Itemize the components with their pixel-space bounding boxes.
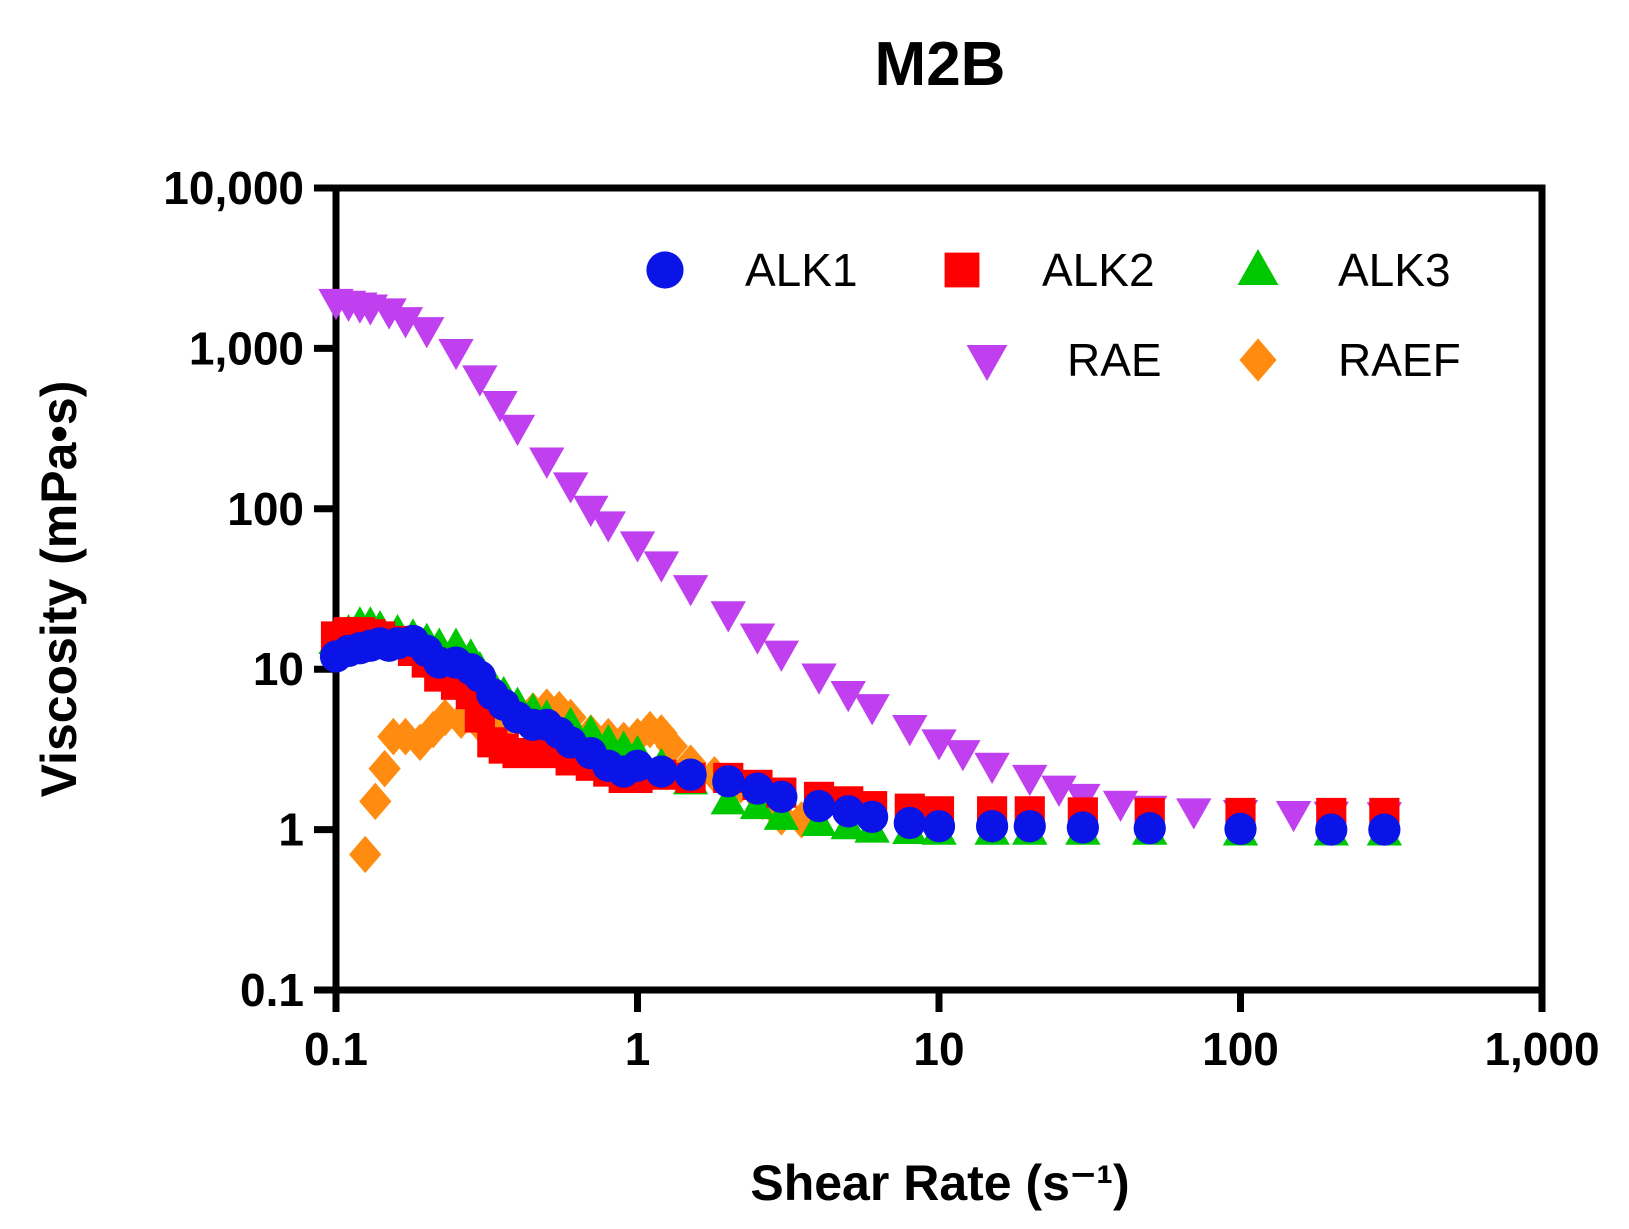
- legend-marker-raef: [1239, 338, 1277, 382]
- x-tick-label: 0.1: [304, 1023, 368, 1075]
- data-point-alk1: [1224, 812, 1257, 846]
- legend-item-raef: RAEF: [1239, 334, 1461, 386]
- data-point-rae: [1012, 764, 1048, 797]
- data-point-rae: [763, 640, 800, 672]
- data-point-alk1: [855, 800, 889, 834]
- data-point-alk1: [1368, 813, 1401, 846]
- data-point-rae: [974, 752, 1010, 784]
- data-point-raef: [359, 782, 392, 821]
- data-point-rae: [438, 338, 474, 371]
- data-point-raef: [655, 727, 688, 766]
- data-point-rae: [672, 575, 709, 607]
- data-point-rae: [892, 714, 928, 747]
- x-axis-label: Shear Rate (s⁻¹): [750, 1155, 1129, 1211]
- data-point-rae: [1275, 801, 1312, 833]
- data-point-rae: [552, 472, 589, 504]
- data-point-rae: [529, 447, 565, 479]
- legend-item-rae: RAE: [966, 334, 1162, 386]
- data-point-rae: [499, 414, 536, 446]
- data-point-alk1: [922, 810, 956, 843]
- chart-legend: ALK1 ALK2 ALK3 RAE RAEF: [646, 244, 1461, 386]
- y-tick-label: 1: [278, 804, 304, 856]
- data-point-rae: [409, 317, 445, 349]
- data-point-rae: [462, 365, 498, 397]
- y-tick-label: 10: [253, 643, 304, 695]
- data-point-alk1: [765, 780, 798, 813]
- x-tick-label: 10: [913, 1023, 964, 1075]
- legend-label: RAE: [1067, 334, 1162, 386]
- data-point-rae: [590, 511, 626, 543]
- data-point-alk1: [674, 758, 707, 791]
- data-point-alk1: [645, 755, 678, 788]
- data-point-alk3: [710, 783, 746, 815]
- data-point-rae: [1041, 775, 1077, 807]
- x-tick-label: 1: [625, 1023, 651, 1075]
- data-point-rae: [854, 694, 890, 726]
- data-point-alk2: [502, 737, 533, 769]
- data-point-raef: [368, 749, 401, 788]
- y-tick-label: 1,000: [189, 322, 304, 374]
- x-axis-ticks: 0.1 1 10 100 1,000: [304, 990, 1600, 1075]
- series-alk1: [319, 624, 1401, 846]
- legend-marker-alk3: [1237, 249, 1279, 285]
- y-tick-label: 0.1: [240, 964, 304, 1016]
- data-point-raef: [349, 835, 382, 874]
- legend-item-alk2: ALK2: [944, 244, 1155, 296]
- data-point-rae: [710, 601, 746, 633]
- x-tick-label: 100: [1202, 1023, 1279, 1075]
- data-point-alk1: [1066, 811, 1099, 844]
- data-point-alk1: [1315, 813, 1348, 846]
- data-point-rae: [830, 681, 866, 713]
- plot-frame: [332, 184, 1546, 994]
- series-rae: [318, 288, 1403, 834]
- data-point-alk1: [975, 810, 1009, 843]
- legend-item-alk3: ALK3: [1237, 244, 1451, 296]
- legend-marker-alk2: [944, 252, 980, 288]
- data-point-rae: [801, 663, 837, 695]
- data-point-alk1: [893, 806, 926, 840]
- data-point-rae: [945, 740, 981, 772]
- y-tick-label: 100: [227, 483, 304, 535]
- data-point-raef: [543, 690, 576, 729]
- data-point-rae: [619, 531, 656, 563]
- legend-label: ALK2: [1042, 244, 1155, 296]
- legend-item-alk1: ALK1: [646, 244, 858, 296]
- legend-marker-alk1: [646, 251, 684, 289]
- legend-label: ALK3: [1338, 244, 1451, 296]
- data-point-alk1: [712, 765, 745, 798]
- data-point-rae: [482, 391, 518, 423]
- series-layer: [318, 288, 1403, 874]
- data-point-alk1: [1133, 812, 1166, 845]
- series-alk2: [320, 617, 1400, 829]
- y-tick-label: 10,000: [163, 162, 304, 214]
- data-point-alk3: [763, 798, 800, 830]
- y-axis-ticks: 0.1 1 10 100 1,000 10,000: [163, 162, 336, 1016]
- legend-marker-rae: [966, 345, 1008, 381]
- data-point-rae: [739, 623, 776, 655]
- data-point-rae: [1102, 790, 1139, 822]
- chart-title: M2B: [875, 30, 1006, 99]
- data-point-rae: [387, 307, 424, 339]
- data-point-rae: [643, 551, 680, 583]
- data-point-rae: [921, 729, 957, 761]
- legend-label: ALK1: [745, 244, 858, 296]
- data-point-rae: [1176, 798, 1212, 830]
- data-point-rae: [371, 298, 407, 330]
- x-tick-label: 1,000: [1484, 1023, 1599, 1075]
- data-point-alk1: [802, 790, 836, 823]
- data-point-alk1: [1013, 810, 1046, 843]
- y-axis-label: Viscosity (mPa•s): [31, 381, 87, 798]
- legend-label: RAEF: [1338, 334, 1461, 386]
